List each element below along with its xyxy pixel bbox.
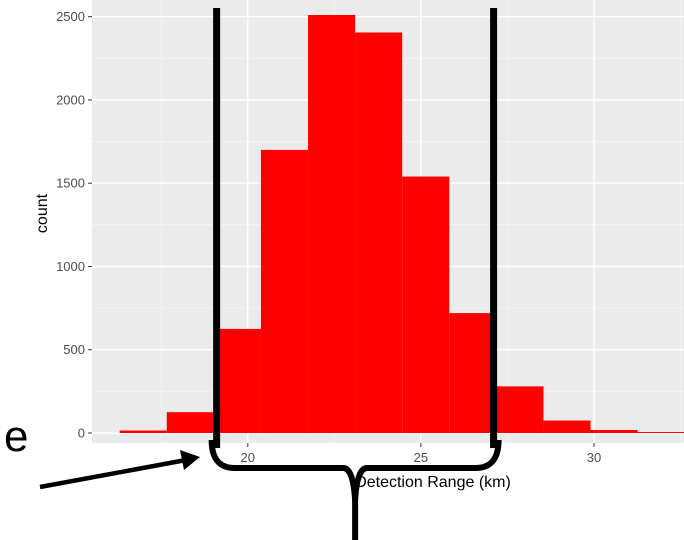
- x-axis-title: Detection Range (km): [355, 474, 511, 491]
- annotations: e: [4, 8, 502, 540]
- y-tick-label: 1500: [56, 176, 85, 191]
- histogram-bars: [119, 14, 684, 434]
- histogram-bar: [308, 14, 356, 434]
- histogram-bar: [449, 313, 497, 434]
- annotation-arrow-shaft: [39, 457, 187, 490]
- histogram-bar: [260, 149, 309, 434]
- histogram-bar: [637, 432, 684, 434]
- y-tick-label: 500: [63, 342, 85, 357]
- y-tick-label: 2500: [56, 9, 85, 24]
- y-axis-title: count: [34, 193, 51, 233]
- x-tick-label: 30: [587, 450, 601, 465]
- x-tick-label: 20: [241, 450, 255, 465]
- histogram-bar: [590, 430, 638, 434]
- y-tick-label: 1000: [56, 259, 85, 274]
- histogram-bar: [543, 420, 591, 434]
- y-tick-label: 0: [78, 426, 85, 441]
- y-axis-ticks: 0 500 1000 1500 2000 2500: [56, 9, 92, 441]
- histogram-bar: [402, 176, 450, 434]
- y-tick-label: 2000: [56, 92, 85, 107]
- histogram-bar: [119, 430, 167, 434]
- annotation-arrowhead: [180, 450, 200, 470]
- cropped-annotation-text: e: [4, 412, 28, 461]
- range-bracket: [208, 439, 502, 503]
- histogram-bar: [496, 386, 544, 434]
- histogram-bar: [355, 32, 403, 434]
- histogram-bar: [213, 328, 261, 434]
- x-tick-label: 25: [414, 450, 428, 465]
- histogram-bar: [166, 412, 214, 434]
- x-axis-ticks: 20 25 30: [241, 443, 601, 465]
